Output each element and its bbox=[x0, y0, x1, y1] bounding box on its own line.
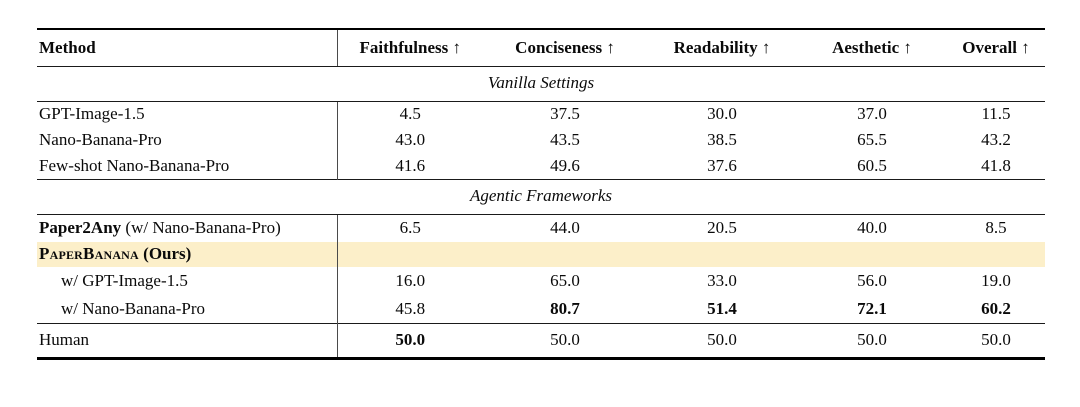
table-row-ours-gpt-image: w/ GPT-Image-1.5 16.0 65.0 33.0 56.0 19.… bbox=[37, 267, 1045, 295]
value-cell: 56.0 bbox=[857, 270, 887, 290]
column-header-faithfulness: Faithfulness ↑ bbox=[336, 29, 483, 67]
value-cell: 4.5 bbox=[336, 101, 483, 127]
value-cell: 6.5 bbox=[336, 214, 483, 242]
value-cell: 37.0 bbox=[857, 104, 887, 124]
value-cell: 50.0 bbox=[483, 322, 647, 358]
column-header-overall: Overall ↑ bbox=[947, 29, 1045, 67]
value-cell: 50.0 bbox=[947, 322, 1045, 358]
value-cell-empty bbox=[647, 242, 797, 267]
value-cell: 41.6 bbox=[336, 153, 483, 179]
column-header-readability: Readability ↑ bbox=[647, 29, 797, 67]
column-header-method: Method bbox=[37, 29, 337, 67]
method-cell: Paper2Any (w/ Nano-Banana-Pro) bbox=[37, 214, 337, 242]
table-row-fewshot-nano: Few-shot Nano-Banana-Pro 41.6 49.6 37.6 … bbox=[37, 153, 1045, 179]
section-label: Vanilla Settings bbox=[37, 65, 1045, 102]
value-cell: 8.5 bbox=[985, 218, 1007, 238]
method-name-bold: Paper2Any bbox=[39, 218, 122, 238]
value-cell: 49.6 bbox=[550, 155, 580, 175]
value-cell: 43.2 bbox=[981, 129, 1011, 149]
method-cell: Nano-Banana-Pro bbox=[39, 129, 162, 149]
method-cell: Few-shot Nano-Banana-Pro bbox=[39, 155, 230, 175]
section-label: Agentic Frameworks bbox=[37, 178, 1045, 215]
value-cell: 20.5 bbox=[707, 218, 737, 238]
results-table: Method Faithfulness ↑ Conciseness ↑ Read… bbox=[37, 28, 1045, 360]
value-cell: 44.0 bbox=[550, 218, 580, 238]
header-row: Method Faithfulness ↑ Conciseness ↑ Read… bbox=[37, 29, 1045, 67]
table-row-human: Human 50.0 50.0 50.0 50.0 50.0 bbox=[37, 322, 1045, 358]
method-name-smallcaps: PaperBanana bbox=[39, 244, 139, 264]
value-cell: 50.0 bbox=[647, 322, 797, 358]
value-cell-empty bbox=[947, 242, 1045, 267]
value-cell: 43.0 bbox=[336, 127, 483, 153]
value-cell: 30.0 bbox=[707, 104, 737, 124]
section-row-vanilla-settings: Vanilla Settings bbox=[37, 65, 1045, 102]
value-cell: 33.0 bbox=[707, 270, 737, 290]
method-name-detail: (Ours) bbox=[138, 244, 192, 264]
value-cell: 40.0 bbox=[857, 218, 887, 238]
value-cell-empty bbox=[336, 242, 483, 267]
method-cell: w/ Nano-Banana-Pro bbox=[61, 298, 205, 318]
value-cell: 43.5 bbox=[550, 129, 580, 149]
value-cell: 37.6 bbox=[707, 155, 737, 175]
method-name-detail: (w/ Nano-Banana-Pro) bbox=[121, 218, 281, 238]
table-row-nano-banana: Nano-Banana-Pro 43.0 43.5 38.5 65.5 43.2 bbox=[37, 127, 1045, 153]
table-row-ours-nano-banana: w/ Nano-Banana-Pro 45.8 80.7 51.4 72.1 6… bbox=[37, 295, 1045, 323]
column-header-aesthetic: Aesthetic ↑ bbox=[797, 29, 947, 67]
value-cell-best: 80.7 bbox=[550, 298, 580, 318]
column-header-conciseness: Conciseness ↑ bbox=[483, 29, 647, 67]
method-cell: w/ GPT-Image-1.5 bbox=[61, 270, 188, 290]
table-row-paper2any: Paper2Any (w/ Nano-Banana-Pro) 6.5 44.0 … bbox=[37, 214, 1045, 242]
value-cell: 37.5 bbox=[550, 104, 580, 124]
method-cell: GPT-Image-1.5 bbox=[39, 104, 145, 124]
method-cell: Human bbox=[37, 322, 337, 358]
value-cell: 41.8 bbox=[981, 155, 1011, 175]
value-cell: 38.5 bbox=[707, 129, 737, 149]
value-cell: 16.0 bbox=[336, 267, 483, 295]
value-cell-best: 50.0 bbox=[336, 322, 483, 358]
value-cell: 60.5 bbox=[857, 155, 887, 175]
value-cell-empty bbox=[797, 242, 947, 267]
value-cell-best: 72.1 bbox=[857, 298, 887, 318]
table-row-paperbanana-ours-highlighted: PaperBanana (Ours) bbox=[37, 242, 1045, 267]
value-cell: 45.8 bbox=[336, 295, 483, 323]
value-cell: 11.5 bbox=[981, 104, 1011, 124]
value-cell: 50.0 bbox=[797, 322, 947, 358]
value-cell-best: 51.4 bbox=[707, 298, 737, 318]
value-cell-best: 60.2 bbox=[981, 298, 1011, 318]
value-cell: 19.0 bbox=[981, 270, 1011, 290]
table-row-gpt-image: GPT-Image-1.5 4.5 37.5 30.0 37.0 11.5 bbox=[37, 101, 1045, 127]
section-row-agentic-frameworks: Agentic Frameworks bbox=[37, 178, 1045, 215]
method-cell: PaperBanana (Ours) bbox=[37, 242, 337, 267]
value-cell: 65.0 bbox=[550, 270, 580, 290]
value-cell-empty bbox=[483, 242, 647, 267]
value-cell: 65.5 bbox=[857, 129, 887, 149]
